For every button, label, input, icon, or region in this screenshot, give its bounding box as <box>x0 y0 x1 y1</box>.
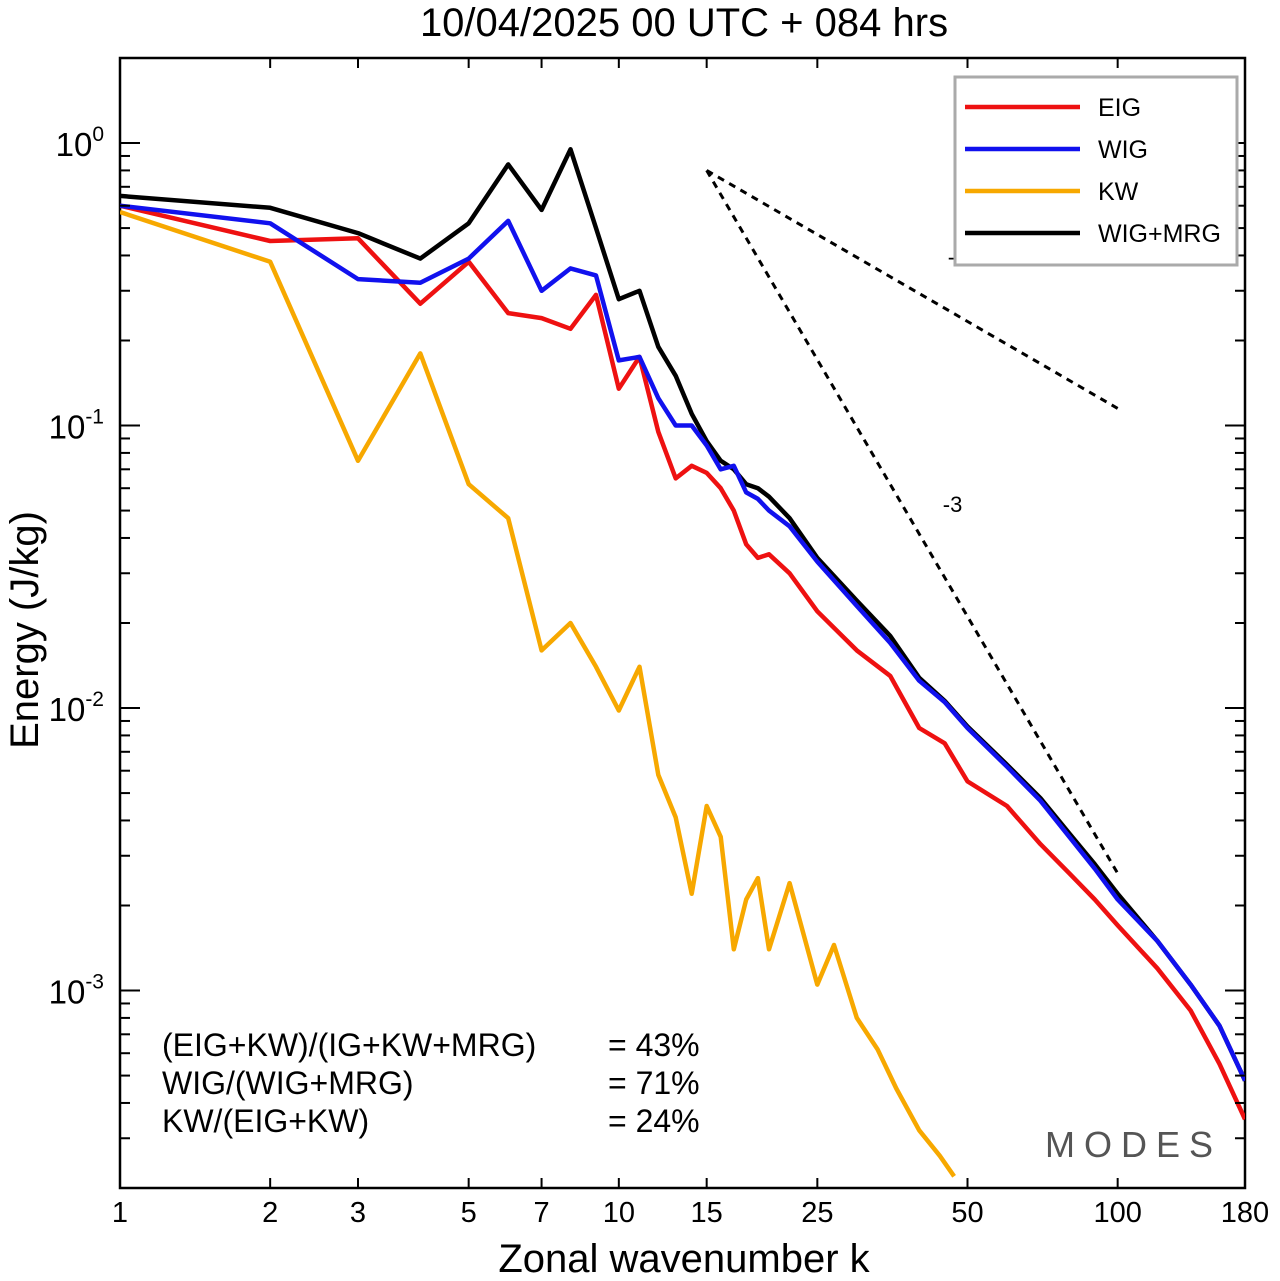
y-axis-label: Energy (J/kg) <box>3 511 47 749</box>
y-tick-label: 10-1 <box>49 406 104 446</box>
reference-line <box>705 169 1119 410</box>
y-tick-label: 10-3 <box>49 971 104 1011</box>
legend-label: KW <box>1098 178 1139 206</box>
modes-watermark: MODES <box>1045 1124 1222 1165</box>
y-tick-label: 100 <box>56 123 104 163</box>
reference-line <box>705 169 1119 875</box>
y-tick-label: 10-2 <box>49 688 104 728</box>
ratio-annotations: (EIG+KW)/(IG+KW+MRG) = 43% WIG/(WIG+MRG) = … <box>162 1027 700 1139</box>
annotation-label: WIG/(WIG+MRG) <box>162 1065 414 1101</box>
chart-title: 10/04/2025 00 UTC + 084 hrs <box>420 1 948 45</box>
x-tick-label: 10 <box>603 1197 635 1229</box>
x-tick-label: 100 <box>1093 1197 1141 1229</box>
series-wig <box>120 203 1245 1082</box>
legend-label: WIG+MRG <box>1098 220 1221 248</box>
x-tick-label: 2 <box>262 1197 278 1229</box>
x-tick-label: 25 <box>801 1197 833 1229</box>
legend: EIG WIG KW WIG+MRG <box>953 75 1239 267</box>
series-wig-plus-mrg <box>120 147 1245 1082</box>
x-tick-label: 50 <box>951 1197 983 1229</box>
x-tick-label: 5 <box>461 1197 477 1229</box>
legend-label: EIG <box>1098 94 1141 122</box>
annotation-value: = 43% <box>608 1027 700 1063</box>
axis-ticks: 1 2 3 5 7 10 15 25 50 100 180 100 10-1 10-2 10-3 <box>49 57 1269 1229</box>
annotation-value: = 24% <box>608 1103 700 1139</box>
annotation-label: KW/(EIG+KW) <box>162 1103 369 1139</box>
legend-label: WIG <box>1098 136 1148 164</box>
x-axis-label: Zonal wavenumber k <box>498 1237 870 1281</box>
data-series <box>120 147 1245 1178</box>
x-tick-label: 15 <box>691 1197 723 1229</box>
x-tick-label: 3 <box>350 1197 366 1229</box>
annotation-label: (EIG+KW)/(IG+KW+MRG) <box>162 1027 536 1063</box>
series-kw <box>120 209 956 1178</box>
x-tick-label: 1 <box>112 1197 128 1229</box>
annotation-value: = 71% <box>608 1065 700 1101</box>
series-eig <box>120 203 1245 1121</box>
x-tick-label: 180 <box>1221 1197 1269 1229</box>
reference-line-label: -3 <box>943 492 963 517</box>
slope-reference-lines: -5/3-3 <box>705 169 1119 875</box>
x-tick-label: 7 <box>533 1197 549 1229</box>
